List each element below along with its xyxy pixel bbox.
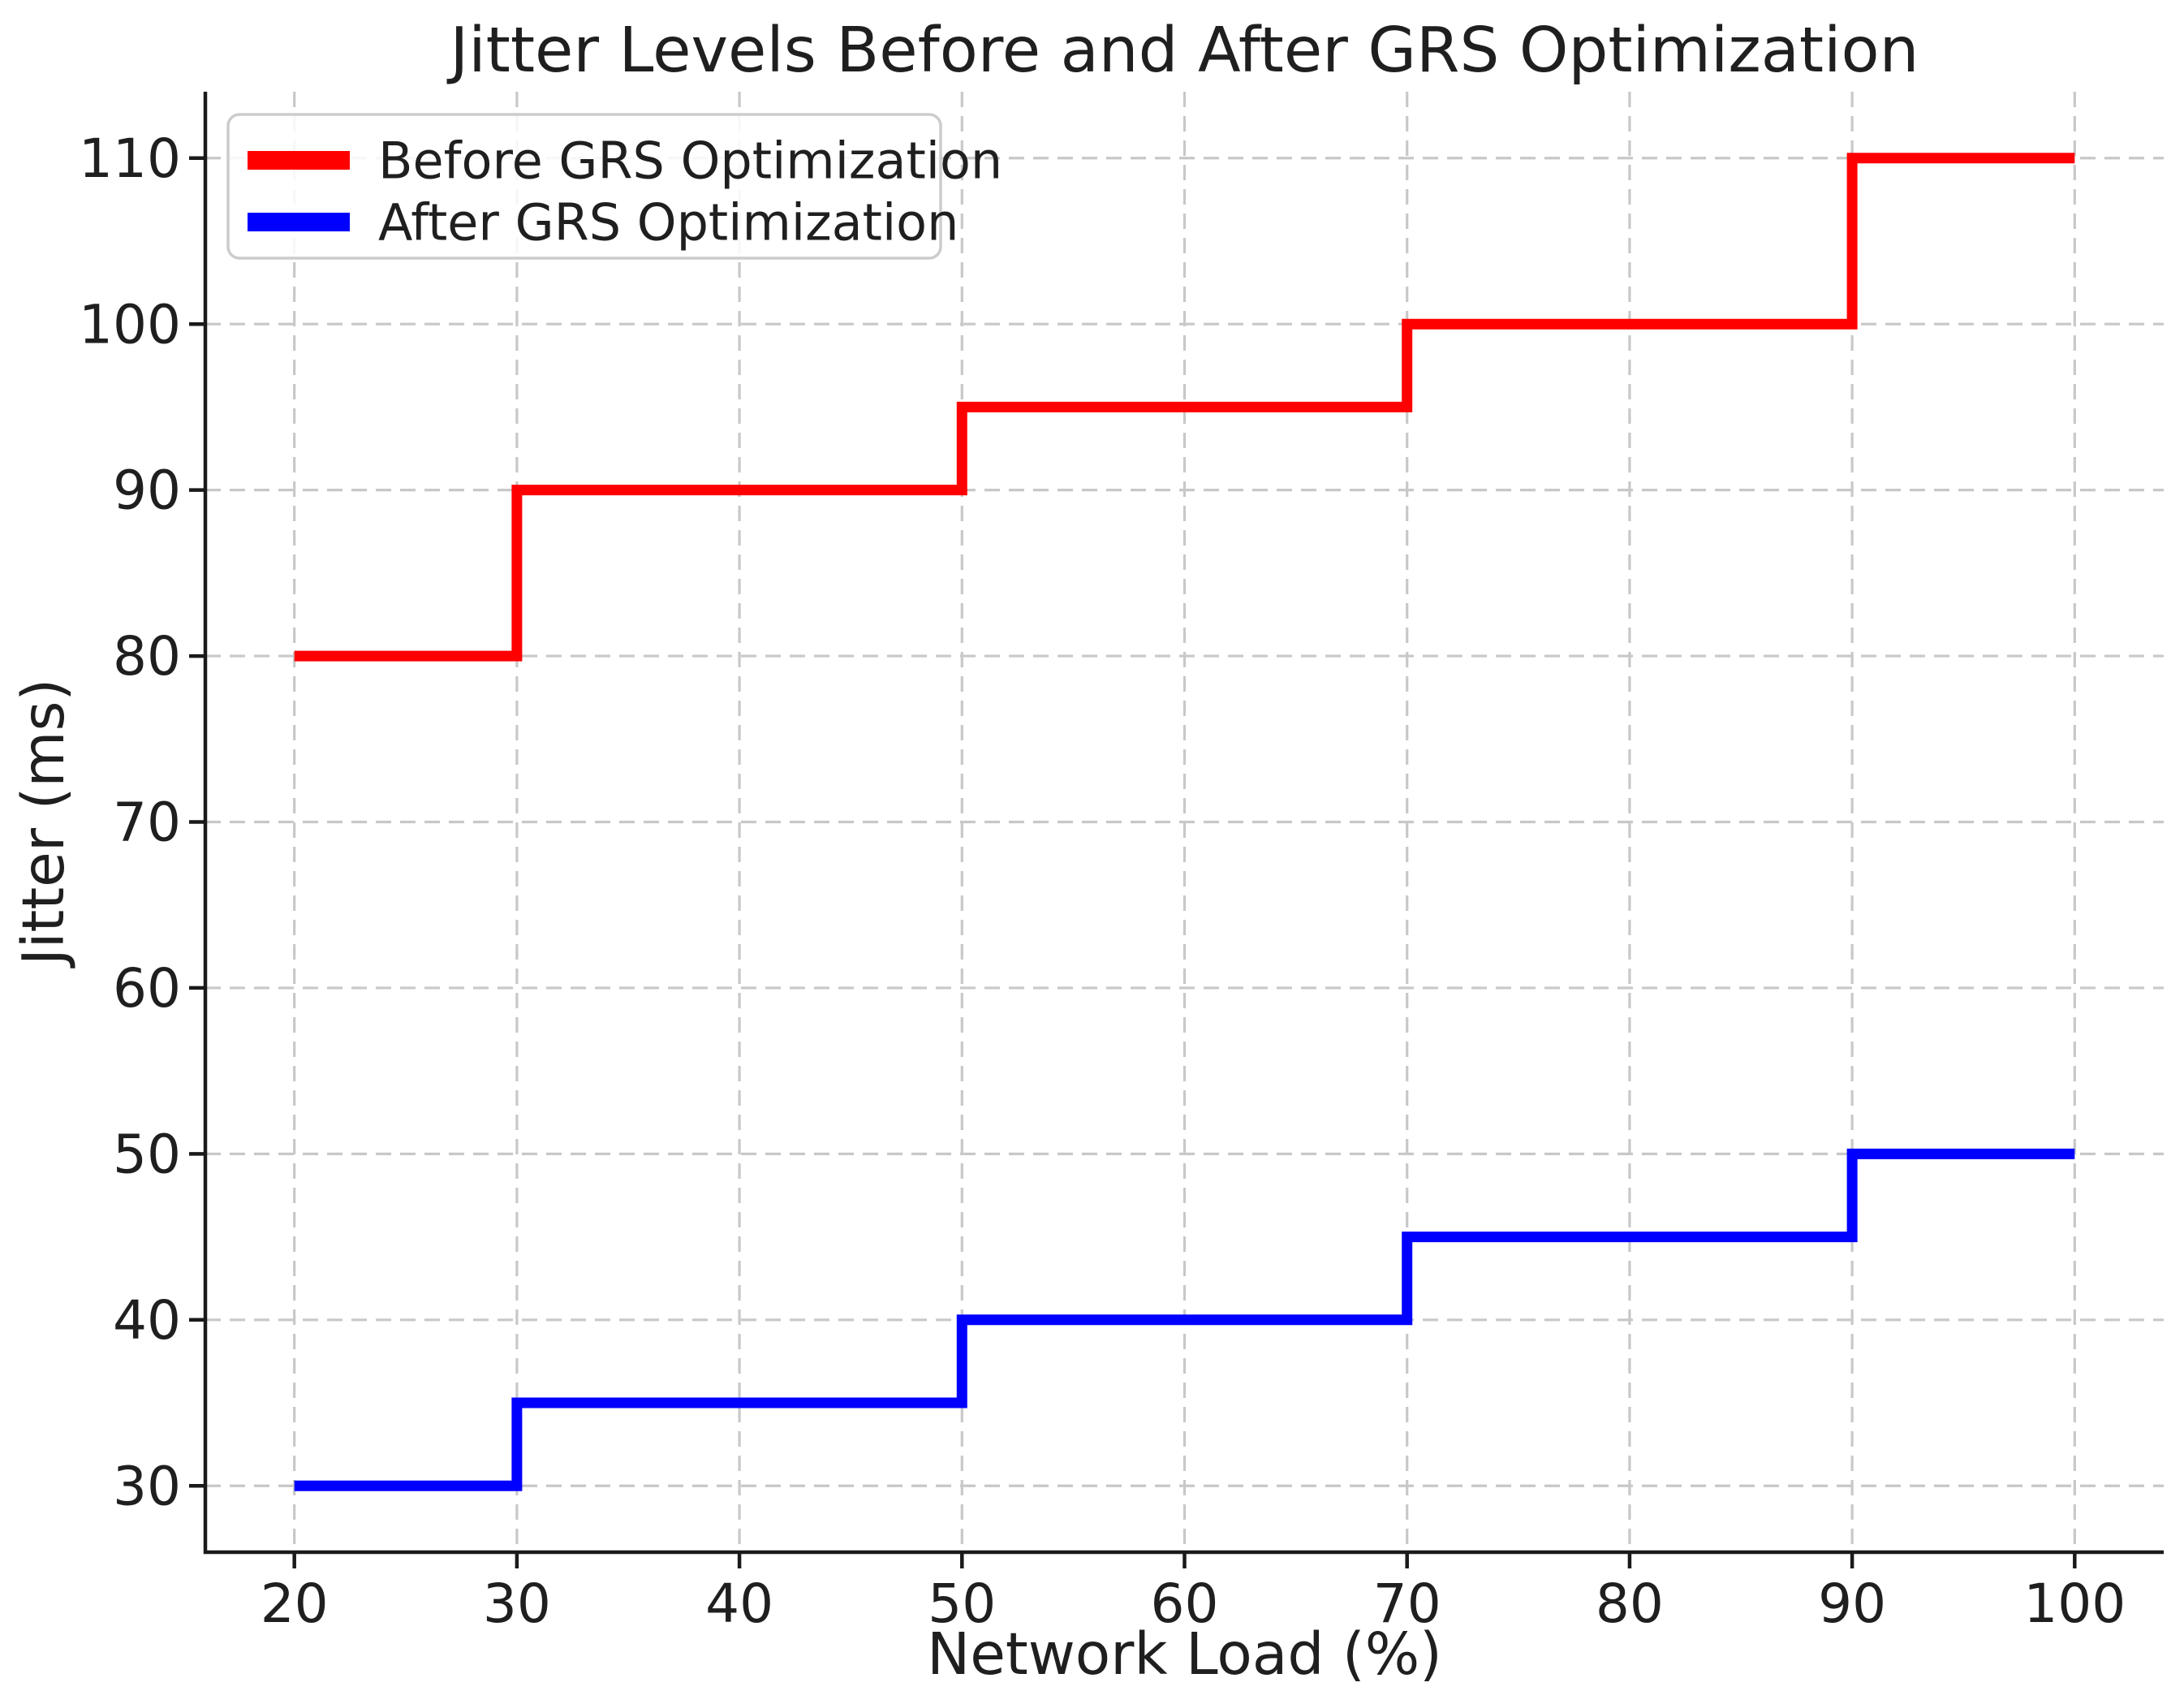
chart-title: Jitter Levels Before and After GRS Optim…	[447, 15, 1919, 87]
x-tick-label: 30	[483, 1572, 551, 1635]
y-tick-label: 70	[113, 792, 181, 854]
y-tick-label: 110	[79, 127, 181, 190]
y-tick-label: 50	[113, 1123, 181, 1185]
y-axis-label: Jitter (ms)	[10, 679, 77, 968]
series-line-after	[294, 1148, 2075, 1491]
x-tick-label: 90	[1818, 1572, 1886, 1635]
y-tick-label: 40	[113, 1289, 181, 1352]
x-tick-label: 80	[1596, 1572, 1664, 1635]
legend-box	[226, 113, 942, 260]
y-tick-label: 80	[113, 625, 181, 688]
x-tick-label: 20	[261, 1572, 329, 1635]
x-tick-label: 100	[2023, 1572, 2126, 1635]
x-tick-label: 50	[928, 1572, 996, 1635]
series-line-before	[294, 153, 2075, 662]
y-tick-label: 30	[113, 1455, 181, 1517]
x-tick-label: 60	[1151, 1572, 1219, 1635]
y-tick-label: 90	[113, 459, 181, 522]
x-axis-label: Network Load (%)	[927, 1620, 1442, 1688]
legend-label: After GRS Optimization	[378, 192, 958, 252]
x-tick-label: 40	[705, 1572, 773, 1635]
legend-swatch	[248, 213, 350, 231]
y-tick-label: 60	[113, 957, 181, 1020]
legend-swatch	[248, 151, 350, 170]
y-tick-label: 100	[79, 293, 181, 356]
x-tick-label: 70	[1373, 1572, 1441, 1635]
legend-label: Before GRS Optimization	[378, 131, 1002, 190]
